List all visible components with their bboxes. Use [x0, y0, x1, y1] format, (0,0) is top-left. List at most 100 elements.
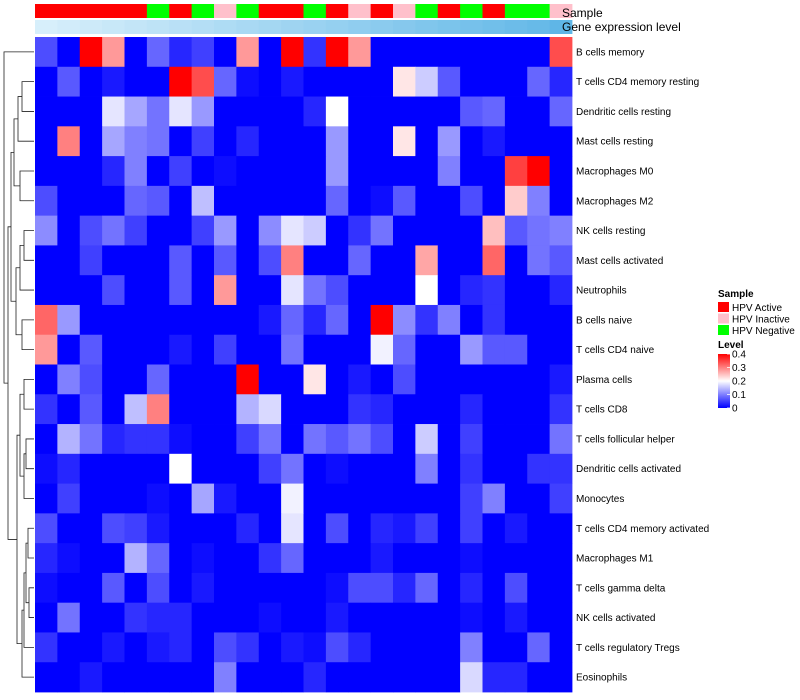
dendrogram-branch [23, 230, 34, 261]
sample-annotation-cell [214, 4, 237, 18]
heatmap-cell [169, 334, 193, 365]
annotation-label-expression: Gene expression level [562, 20, 681, 34]
heatmap-cell [57, 543, 81, 574]
expression-annotation-cell [236, 20, 260, 34]
dendrogram-branch [15, 267, 22, 336]
heatmap-cell [482, 543, 506, 574]
heatmap-cell [415, 156, 439, 187]
heatmap-cell [504, 364, 528, 395]
legend-label: HPV Inactive [732, 315, 790, 326]
heatmap-cell [370, 126, 394, 157]
heatmap-cell [393, 483, 416, 514]
heatmap-cell [57, 126, 81, 157]
heatmap-cell [191, 453, 215, 484]
heatmap-cell [348, 304, 372, 336]
heatmap-cell [258, 96, 282, 127]
heatmap-cell [303, 543, 327, 574]
heatmap-cell [169, 304, 193, 336]
dendrogram-branch [17, 96, 34, 142]
heatmap-cell [504, 245, 528, 276]
heatmap-cell [504, 96, 528, 127]
heatmap-cell [146, 394, 170, 425]
heatmap-cell [124, 96, 148, 127]
heatmap-cell [303, 96, 327, 127]
heatmap-cell [191, 602, 215, 633]
heatmap-cell [169, 662, 193, 693]
heatmap-cell [393, 424, 416, 455]
expression-annotation-cell [191, 20, 215, 34]
heatmap-cell [281, 185, 304, 217]
heatmap-cell [549, 185, 573, 217]
legend-level-title: Level [718, 340, 744, 351]
heatmap-cell [348, 334, 372, 365]
heatmap-cell [348, 662, 372, 693]
heatmap-cell [258, 394, 282, 425]
heatmap-cell [370, 513, 394, 544]
heatmap-cell [35, 543, 58, 574]
heatmap-cell [393, 275, 416, 306]
heatmap-cell [460, 185, 483, 217]
heatmap-cell [124, 126, 148, 157]
heatmap-cell [124, 185, 148, 217]
expression-annotation-cell [57, 20, 81, 34]
heatmap-cell [393, 37, 416, 68]
dendrogram-branch [25, 542, 29, 604]
heatmap-cell [258, 513, 282, 544]
heatmap-cell [191, 513, 215, 544]
heatmap-cell [79, 632, 103, 663]
heatmap-cell [281, 96, 304, 127]
dendrogram-branch [21, 319, 34, 351]
heatmap-cell [303, 37, 327, 68]
heatmap-cell [79, 394, 103, 425]
heatmap-cell [370, 543, 394, 574]
heatmap-cell [415, 37, 439, 68]
heatmap-cell [460, 334, 483, 365]
row-label: NK cells activated [576, 613, 655, 624]
heatmap-cell [281, 304, 304, 336]
heatmap-cell [437, 304, 461, 336]
heatmap-cell [124, 543, 148, 574]
row-label: Eosinophils [576, 673, 627, 684]
heatmap-cell [549, 483, 573, 514]
heatmap-cell [214, 453, 237, 484]
heatmap-cell [281, 572, 304, 604]
heatmap-cell [35, 572, 58, 604]
heatmap-cell [214, 126, 237, 157]
heatmap-cell [482, 662, 506, 693]
heatmap-cell [169, 215, 193, 246]
heatmap-cell [281, 632, 304, 663]
sample-annotation-cell [527, 4, 551, 18]
heatmap-cell [504, 156, 528, 187]
heatmap-cell [124, 334, 148, 365]
heatmap-cell [370, 37, 394, 68]
heatmap-cell [35, 602, 58, 633]
heatmap-cell [57, 37, 81, 68]
heatmap-cell [35, 275, 58, 306]
sample-annotation-cell [169, 4, 193, 18]
heatmap-cell [214, 245, 237, 276]
sample-annotation-cell [102, 4, 125, 18]
heatmap-cell [482, 185, 506, 217]
heatmap-cell [437, 513, 461, 544]
row-label: Dendritic cells activated [576, 464, 681, 475]
heatmap-cell [35, 394, 58, 425]
heatmap-cell [236, 364, 260, 395]
heatmap-cell [437, 156, 461, 187]
heatmap-cell [325, 37, 349, 68]
heatmap-cell [236, 66, 260, 97]
heatmap-cell [102, 96, 125, 127]
heatmap-cell [79, 185, 103, 217]
heatmap-cell [437, 572, 461, 604]
heatmap-cell [415, 304, 439, 336]
heatmap-cell [191, 483, 215, 514]
sample-annotation-cell [325, 4, 349, 18]
heatmap-cell [35, 453, 58, 484]
heatmap-cell [415, 632, 439, 663]
heatmap-cell [102, 275, 125, 306]
heatmap-cell [303, 304, 327, 336]
heatmap-cell [348, 185, 372, 217]
heatmap-cell [348, 156, 372, 187]
heatmap-cell [415, 215, 439, 246]
heatmap-cell [57, 275, 81, 306]
heatmap-cell [370, 334, 394, 365]
